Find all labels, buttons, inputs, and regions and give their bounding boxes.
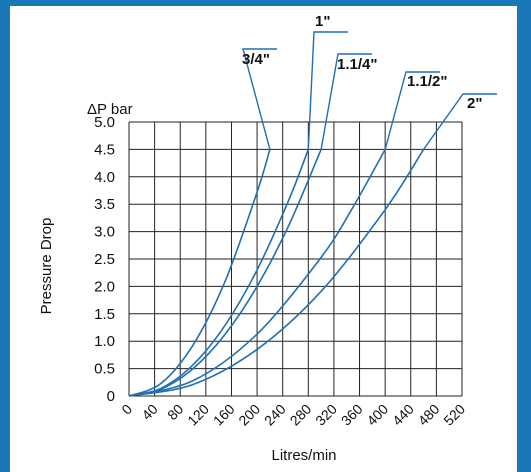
series-line xyxy=(128,149,322,397)
x-tick-label: 280 xyxy=(287,401,315,429)
x-tick-label: 0 xyxy=(118,401,135,418)
x-tick-label: 80 xyxy=(164,401,186,423)
y-tick-label: 5.0 xyxy=(94,114,115,131)
x-tick-label: 360 xyxy=(338,401,366,429)
series-line xyxy=(128,149,386,397)
series-label: 2" xyxy=(467,95,482,112)
x-tick-label: 520 xyxy=(440,401,468,429)
x-tick-label: 480 xyxy=(415,401,443,429)
pressure-drop-chart: 0 40 8012016020024028032036040044048052000… xyxy=(38,13,497,464)
series-label: 1.1/4" xyxy=(337,56,377,73)
x-tick-label: 320 xyxy=(312,401,340,429)
series-leader-line xyxy=(307,31,348,150)
y-tick-label: 1.5 xyxy=(94,306,115,323)
series-leader-line xyxy=(242,48,277,150)
x-tick-label: 240 xyxy=(261,401,289,429)
series-label: 1.1/2" xyxy=(407,73,447,90)
y-tick-label: 2.5 xyxy=(94,251,115,268)
y-tick-label: 2.0 xyxy=(94,278,115,295)
chart-panel: 0 40 80 120 160 200 240 280 320 360 400 440 480 520 0 0… xyxy=(10,6,517,472)
y-tick-label: 0.5 xyxy=(94,361,115,378)
x-tick-label: 400 xyxy=(363,401,391,429)
series-label: 1" xyxy=(315,13,330,30)
series-line xyxy=(128,148,425,397)
series-line xyxy=(128,149,271,397)
y-tick-label: 3.0 xyxy=(94,224,115,241)
series-label: 3/4" xyxy=(242,51,270,68)
series-label-leaders xyxy=(242,31,497,150)
series-leader-line xyxy=(320,53,372,150)
y-tick-label: 1.0 xyxy=(94,333,115,350)
y-tick-label: 4.5 xyxy=(94,141,115,158)
x-tick-label: 40 xyxy=(138,401,160,423)
curves xyxy=(128,148,425,397)
series-leader-line xyxy=(384,71,440,150)
x-tick-label: 440 xyxy=(389,401,417,429)
y-tick-label: 4.0 xyxy=(94,169,115,186)
labels: 0 40 8012016020024028032036040044048052000… xyxy=(94,13,482,429)
x-axis-label: Litres/min xyxy=(271,447,336,464)
grid xyxy=(128,121,463,397)
series-leader-line xyxy=(423,93,497,150)
y-axis-unit-label: ΔP bar xyxy=(87,101,133,118)
y-tick-label: 3.5 xyxy=(94,196,115,213)
y-axis-label: Pressure Drop xyxy=(38,218,55,315)
series-line xyxy=(128,149,310,397)
y-tick-label: 0 xyxy=(107,388,115,405)
x-tick-label: 120 xyxy=(184,401,212,429)
x-tick-label: 200 xyxy=(235,401,263,429)
x-tick-label: 160 xyxy=(210,401,238,429)
